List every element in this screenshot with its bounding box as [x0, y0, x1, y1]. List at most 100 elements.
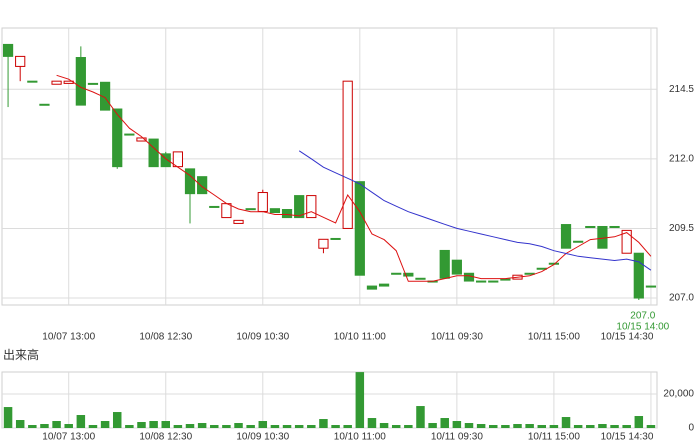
x-tick-label: 10/11 15:00: [528, 432, 581, 443]
volume-bar: [294, 425, 304, 428]
annotation: 207.0: [630, 311, 655, 322]
candle-body: [391, 272, 402, 275]
volume-bar: [452, 421, 462, 428]
candle-body: [621, 229, 632, 254]
candle-body: [15, 55, 26, 67]
moving-average-line: [56, 74, 652, 282]
x-tick-label: 10/08 12:30: [139, 332, 192, 343]
volume-bar: [598, 424, 607, 428]
volume-bar: [440, 418, 449, 428]
candle-body: [318, 238, 329, 249]
candle-body: [633, 252, 644, 299]
moving-average-line: [298, 150, 652, 271]
volume-bar: [173, 425, 183, 428]
candle-body: [124, 133, 135, 136]
candle-body: [233, 219, 244, 224]
volume-bar: [513, 424, 522, 428]
x-tick-label: 10/15 14:30: [601, 332, 654, 343]
volume-bar: [100, 421, 110, 428]
candle-body: [148, 138, 159, 168]
volume-bar: [307, 425, 316, 428]
x-tick-label: 10/11 15:00: [528, 332, 581, 343]
volume-bar: [391, 425, 401, 428]
volume-bar: [501, 425, 510, 428]
candle-body: [573, 240, 584, 243]
volume-bar: [197, 423, 207, 428]
volume-bar: [149, 421, 158, 428]
candle-body: [585, 225, 596, 228]
volume-bar: [416, 406, 425, 428]
x-tick-label: 10/11 09:30: [431, 432, 484, 443]
volume-bar: [258, 421, 268, 428]
volume-bar: [489, 425, 498, 428]
candle-body: [184, 168, 196, 195]
volume-bar: [586, 425, 595, 428]
x-tick-label: 10/07 13:00: [42, 432, 95, 443]
volume-bar: [28, 425, 37, 428]
candle-body: [354, 181, 365, 276]
candle-body: [294, 195, 305, 219]
y-tick-label: 0: [688, 423, 694, 434]
candle-body: [451, 259, 462, 275]
volume-bar: [282, 425, 292, 428]
candle-body: [39, 103, 50, 106]
x-tick-label: 10/09 10:30: [236, 332, 289, 343]
x-tick-label: 10/10 11:00: [334, 332, 387, 343]
candle-body: [403, 272, 414, 277]
candle-body: [330, 237, 341, 240]
volume-bar: [185, 424, 195, 428]
candle-body: [488, 280, 499, 283]
x-tick-label: 10/08 12:30: [139, 432, 192, 443]
candle-body: [112, 108, 123, 168]
annotation: 10/15 14:00: [616, 322, 669, 333]
candle-body: [87, 82, 99, 85]
candle-body: [524, 272, 535, 275]
volume-bar: [125, 425, 134, 428]
x-tick-label: 10/11 09:30: [431, 332, 484, 343]
volume-bar: [573, 425, 583, 428]
candle-body: [75, 57, 86, 106]
candle-body: [366, 285, 378, 290]
plot-frame: [1, 371, 658, 429]
candle-body: [245, 208, 256, 211]
x-tick-label: 10/10 11:00: [334, 432, 387, 443]
candle-body: [221, 203, 232, 219]
candle-body: [257, 192, 268, 212]
candle-body: [269, 208, 281, 214]
volume-bar: [537, 425, 547, 428]
candle-body: [99, 81, 111, 111]
volume-bar: [40, 424, 49, 428]
y-tick-label: 214.5: [669, 84, 694, 95]
volume-bar: [634, 416, 644, 428]
volume-bar: [76, 415, 86, 428]
candle-body: [463, 272, 475, 282]
candle-body: [209, 205, 220, 208]
candle-body: [2, 43, 14, 57]
x-tick-label: 10/09 10:30: [236, 432, 289, 443]
y-tick-label: 209.5: [669, 223, 694, 234]
candle-body: [27, 80, 38, 83]
candle-body: [476, 280, 487, 283]
y-tick-label: 212.0: [669, 153, 694, 164]
volume-bar: [210, 425, 219, 428]
candle-body: [560, 224, 572, 249]
y-tick-label: 20,000: [663, 389, 694, 400]
volume-bar: [222, 425, 231, 428]
volume-bar: [88, 425, 98, 428]
volume-bar: [355, 372, 365, 428]
volume-bar: [476, 424, 486, 428]
volume-bar: [15, 420, 25, 428]
volume-bar: [161, 421, 170, 428]
volume-bar: [561, 417, 571, 428]
volume-bar: [343, 425, 352, 428]
volume-bar: [112, 412, 122, 428]
candle-body: [160, 153, 171, 168]
candle-body: [136, 137, 147, 142]
volume-bar: [610, 425, 619, 428]
volume-bar: [464, 423, 474, 428]
candle-body: [415, 277, 426, 280]
volume-bar: [270, 425, 280, 428]
volume-bar: [246, 425, 255, 428]
candle-body: [281, 209, 293, 219]
